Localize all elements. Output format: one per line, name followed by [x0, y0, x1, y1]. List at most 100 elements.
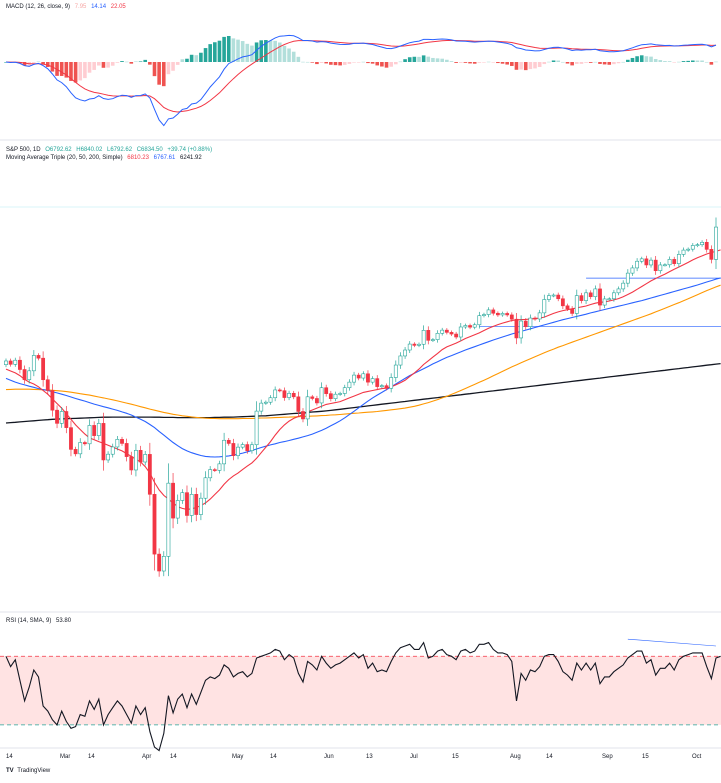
- candle-body: [370, 378, 375, 383]
- candle-body: [379, 385, 384, 387]
- x-tick-label: Jul: [410, 754, 418, 760]
- candle-body: [495, 312, 500, 316]
- macd-histogram-bar: [157, 62, 161, 85]
- macd-histogram-bar: [445, 59, 449, 62]
- price-legend-row1: S&P 500, 1D O6792.62 H6840.02 L6792.62 C…: [6, 146, 215, 154]
- candle-body: [240, 444, 245, 448]
- candle-body: [533, 317, 537, 320]
- candle-body: [124, 443, 129, 457]
- candle-body: [454, 333, 459, 338]
- macd-histogram-bar: [352, 62, 356, 63]
- macd-histogram-bar: [472, 62, 477, 64]
- candle-body: [268, 397, 273, 403]
- macd-histogram-bar: [180, 59, 185, 62]
- candle-body: [305, 396, 310, 420]
- macd-histogram-bar: [561, 61, 565, 63]
- macd-histogram-bar: [505, 62, 509, 65]
- macd-histogram-bar: [533, 62, 537, 69]
- price-legend-row2: Moving Average Triple (20, 50, 200, Simp…: [6, 154, 215, 162]
- candle-body: [45, 379, 50, 391]
- candle-body: [417, 343, 421, 346]
- ohlc-high: H6840.02: [76, 147, 103, 153]
- candle-body: [681, 249, 686, 255]
- macd-histogram-bar: [254, 42, 259, 62]
- candle-body: [519, 320, 523, 339]
- macd-histogram-bar: [166, 62, 171, 75]
- candle-body: [644, 258, 649, 266]
- macd-histogram-bar: [64, 62, 69, 78]
- macd-histogram-bar: [630, 57, 635, 62]
- candle-body: [686, 248, 691, 251]
- candle-body: [13, 359, 18, 365]
- candle-body: [676, 254, 681, 264]
- macd-histogram-bar: [421, 55, 426, 62]
- candle-body: [523, 320, 528, 327]
- price-legend: S&P 500, 1D O6792.62 H6840.02 L6792.62 C…: [6, 146, 215, 170]
- macd-histogram-bar: [152, 62, 157, 77]
- macd-histogram-bar: [500, 62, 505, 64]
- candle-body: [709, 249, 714, 260]
- candle-body: [4, 360, 8, 365]
- macd-histogram-bar: [598, 62, 602, 64]
- x-tick-label: 13: [366, 754, 373, 760]
- candle-body: [69, 427, 73, 450]
- macd-histogram-bar: [175, 62, 180, 65]
- candle-body: [208, 469, 213, 479]
- candle-body: [407, 343, 412, 351]
- rsi-legend-value: 53.80: [56, 618, 72, 624]
- macd-histogram-bar: [588, 62, 593, 63]
- tradingview-brand-text: TradingView: [17, 768, 51, 774]
- candle-body: [185, 492, 189, 516]
- macd-histogram-bar: [171, 62, 175, 71]
- candle-body: [477, 315, 482, 326]
- candle-body: [115, 439, 120, 448]
- macd-histogram-bar: [268, 40, 273, 62]
- macd-histogram-bar: [403, 59, 407, 62]
- macd-histogram-bar: [22, 62, 27, 66]
- macd-histogram-bar: [73, 62, 78, 83]
- macd-histogram-bar: [653, 59, 658, 62]
- candle-body: [310, 396, 315, 399]
- macd-histogram-bar: [440, 58, 445, 62]
- macd-histogram-bar: [449, 61, 454, 62]
- ohlc-low: L6792.62: [107, 147, 133, 153]
- ma-triple-name: Moving Average Triple (20, 50, 200, Simp…: [6, 155, 123, 161]
- candle-body: [560, 298, 565, 307]
- candle-body: [403, 349, 407, 357]
- macd-histogram-bar: [695, 60, 700, 62]
- macd-histogram-bar: [83, 62, 87, 79]
- candle-body: [584, 292, 588, 301]
- candle-body: [101, 423, 106, 461]
- macd-histogram-bar: [644, 56, 649, 62]
- macd-histogram-bar: [203, 48, 208, 62]
- macd-histogram-bar: [124, 61, 129, 63]
- candle-body: [333, 393, 338, 399]
- candle-body: [714, 226, 718, 260]
- candle-body: [180, 492, 185, 501]
- candle-body: [500, 313, 505, 316]
- macd-histogram-bar: [704, 61, 709, 63]
- candle-body: [514, 318, 519, 339]
- x-tick-label: 14: [88, 754, 95, 760]
- candle-body: [621, 282, 626, 290]
- candle-body: [700, 242, 704, 246]
- x-tick-label: 15: [642, 754, 649, 760]
- candle-body: [588, 292, 593, 298]
- macd-histogram-bar: [663, 61, 667, 62]
- price-legend-row3: [6, 162, 215, 170]
- candle-body: [482, 314, 486, 316]
- candle-body: [27, 370, 32, 381]
- macd-histogram-bar: [551, 60, 556, 62]
- macd-histogram-bar: [542, 62, 547, 65]
- candle-body: [704, 242, 709, 250]
- candle-body: [175, 500, 180, 519]
- candle-body: [282, 390, 287, 398]
- candle-body: [166, 482, 171, 557]
- macd-histogram-bar: [115, 62, 120, 63]
- candle-body: [319, 387, 324, 404]
- macd-histogram-bar: [482, 62, 486, 63]
- candle-body: [352, 374, 356, 383]
- x-tick-label: May: [232, 754, 244, 760]
- macd-histogram-bar: [686, 60, 690, 62]
